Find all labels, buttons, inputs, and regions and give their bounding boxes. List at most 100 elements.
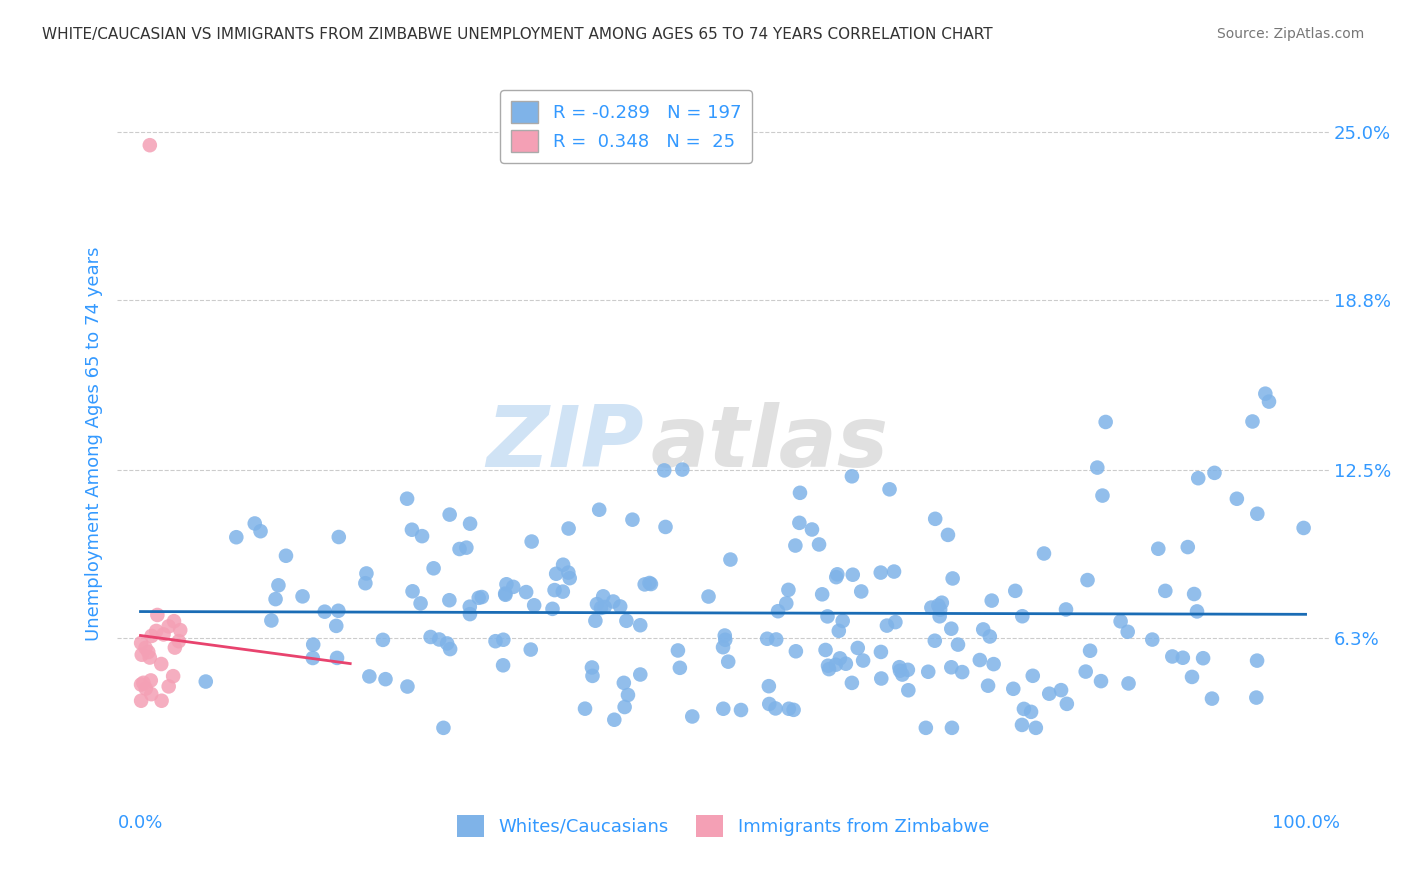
Point [883, 565, 905, 579]
Point [640, 577, 662, 591]
Point [519, 642, 541, 657]
Point [492, 658, 515, 673]
Point [924, 633, 946, 648]
Point [613, 676, 636, 690]
Point [654, 520, 676, 534]
Point [150, 694, 173, 708]
Point [1171, 650, 1194, 665]
Point [889, 664, 911, 678]
Point [1056, 697, 1078, 711]
Point [889, 660, 911, 674]
Point [581, 660, 603, 674]
Point [139, 673, 162, 688]
Point [523, 599, 546, 613]
Point [941, 622, 963, 636]
Point [1182, 587, 1205, 601]
Point [870, 672, 893, 686]
Point [1246, 507, 1268, 521]
Point [711, 640, 734, 655]
Point [1201, 691, 1223, 706]
Point [583, 614, 606, 628]
Point [439, 508, 461, 522]
Point [1246, 654, 1268, 668]
Point [574, 701, 596, 715]
Point [841, 469, 863, 483]
Point [139, 650, 162, 665]
Point [432, 721, 454, 735]
Point [409, 596, 432, 610]
Point [1246, 690, 1268, 705]
Point [817, 609, 839, 624]
Point [291, 590, 314, 604]
Point [495, 588, 517, 602]
Point [139, 138, 162, 153]
Point [1116, 624, 1139, 639]
Point [977, 679, 1000, 693]
Point [942, 571, 965, 585]
Point [359, 669, 381, 683]
Point [495, 577, 517, 591]
Point [1204, 466, 1226, 480]
Point [588, 502, 610, 516]
Point [1078, 644, 1101, 658]
Point [131, 648, 153, 662]
Text: Source: ZipAtlas.com: Source: ZipAtlas.com [1216, 27, 1364, 41]
Point [681, 709, 703, 723]
Point [132, 675, 155, 690]
Point [936, 528, 959, 542]
Point [979, 630, 1001, 644]
Point [1038, 687, 1060, 701]
Point [1022, 669, 1045, 683]
Point [551, 558, 574, 572]
Point [356, 566, 378, 581]
Point [870, 645, 893, 659]
Point [972, 623, 994, 637]
Point [1177, 540, 1199, 554]
Point [927, 599, 949, 613]
Point [169, 623, 191, 637]
Point [157, 619, 180, 633]
Point [697, 590, 720, 604]
Point [467, 591, 489, 605]
Point [325, 619, 347, 633]
Text: WHITE/CAUCASIAN VS IMMIGRANTS FROM ZIMBABWE UNEMPLOYMENT AMONG AGES 65 TO 74 YEA: WHITE/CAUCASIAN VS IMMIGRANTS FROM ZIMBA… [42, 27, 993, 42]
Point [551, 584, 574, 599]
Point [152, 627, 174, 641]
Point [1076, 573, 1098, 587]
Point [801, 523, 824, 537]
Point [1185, 604, 1208, 618]
Point [983, 657, 1005, 672]
Point [758, 679, 780, 693]
Point [145, 624, 167, 638]
Point [720, 552, 742, 566]
Point [1109, 615, 1132, 629]
Point [785, 644, 807, 658]
Point [1241, 415, 1264, 429]
Point [589, 601, 612, 615]
Point [828, 651, 851, 665]
Point [814, 643, 837, 657]
Point [621, 513, 644, 527]
Point [652, 463, 675, 477]
Point [557, 522, 579, 536]
Point [603, 713, 626, 727]
Point [1118, 676, 1140, 690]
Point [846, 640, 869, 655]
Point [831, 614, 853, 628]
Point [274, 549, 297, 563]
Point [1192, 651, 1215, 665]
Point [616, 614, 638, 628]
Text: atlas: atlas [651, 401, 889, 484]
Point [129, 636, 152, 650]
Point [789, 485, 811, 500]
Point [592, 590, 614, 604]
Point [541, 602, 564, 616]
Point [1011, 609, 1033, 624]
Point [543, 583, 565, 598]
Point [458, 599, 481, 614]
Point [167, 634, 190, 648]
Point [328, 530, 350, 544]
Point [354, 576, 377, 591]
Point [458, 607, 481, 621]
Point [613, 700, 636, 714]
